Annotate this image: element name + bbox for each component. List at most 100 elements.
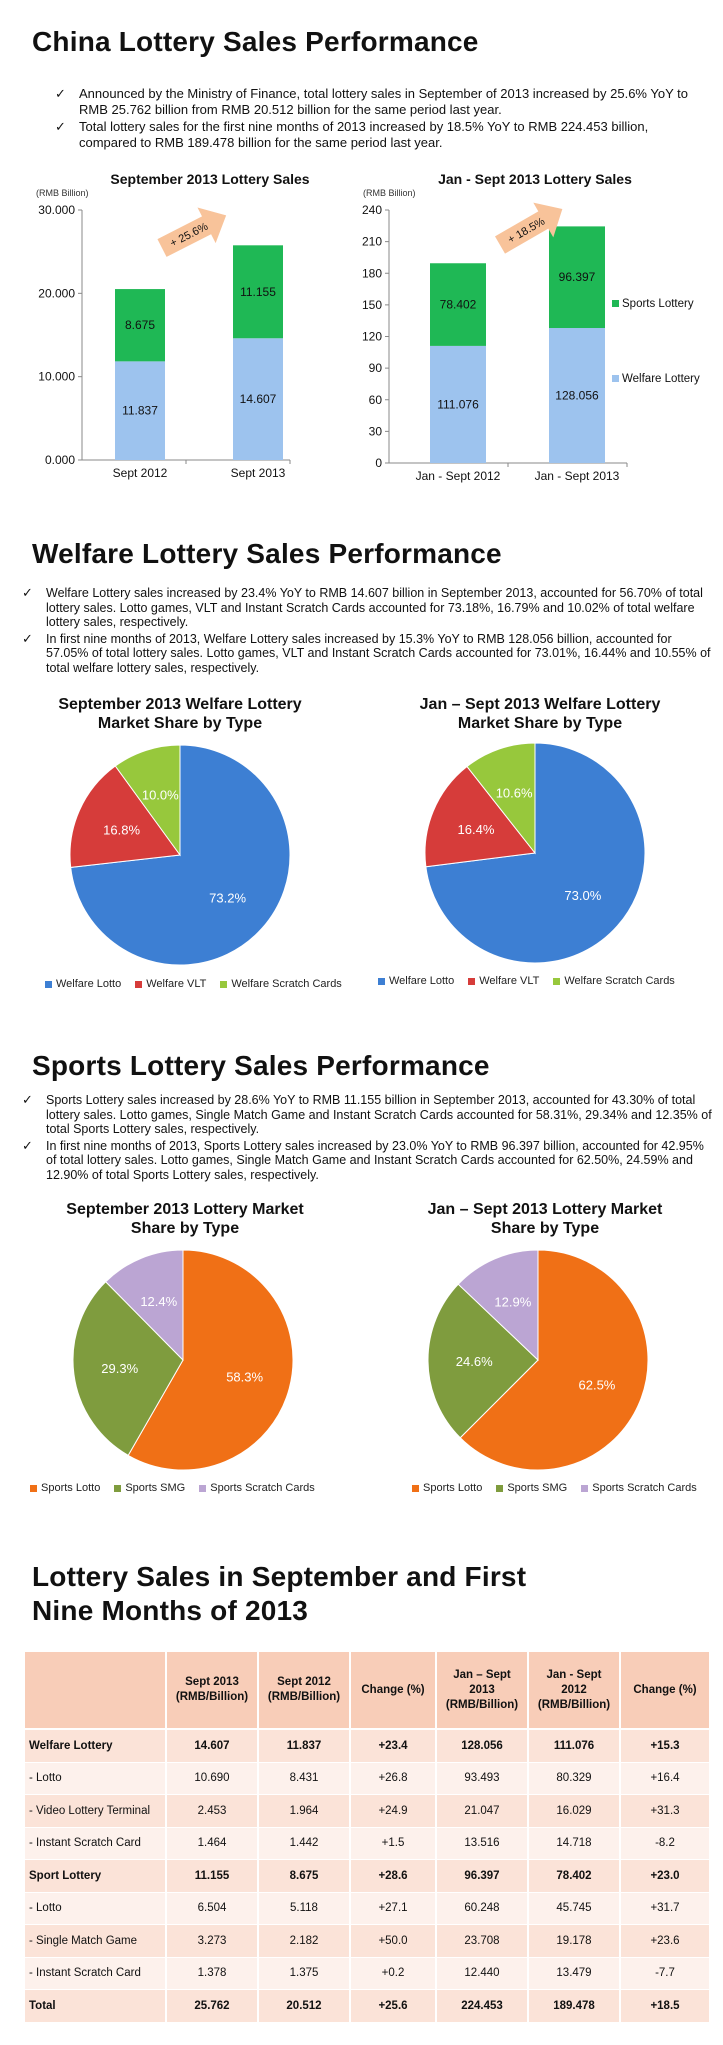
table-row-label: - Single Match Game	[25, 1925, 167, 1958]
bar-chart-sept-2013: (RMB Billion) 0.000 10.000 20.000 30.000 11.8…	[36, 188, 291, 480]
legend-swatch	[553, 977, 561, 985]
legend-item: Welfare Scratch Cards	[553, 975, 675, 987]
legend-item: Welfare Lotto	[45, 978, 121, 990]
table-row: Welfare Lottery 14.607 11.837 +23.4 128.056 1…	[25, 1730, 711, 1763]
table-cell: +18.5	[621, 1990, 711, 2023]
table-cell: -7.7	[621, 1957, 711, 1990]
table-cell: 111.076	[529, 1730, 621, 1763]
lottery-sales-table: Sept 2013 (RMB/Billion) Sept 2012 (RMB/Bi…	[25, 1652, 711, 2023]
x-tick-label: Jan - Sept 2012	[416, 469, 501, 483]
pie-slice	[459, 1249, 649, 1471]
pie-chart-3-title: September 2013 Lottery Market Share by T…	[45, 1200, 325, 1238]
pie-title-line: Jan – Sept 2013 Lottery Market	[427, 1201, 663, 1218]
bar-segment	[430, 345, 486, 463]
table-row: Total 25.762 20.512 +25.6 224.453 189.478 +18.…	[25, 1990, 711, 2023]
bar-segment	[233, 245, 283, 339]
legend-item: Welfare VLT	[468, 975, 539, 987]
bullet-item: ✓ Sports Lottery sales increased by 28.6%…	[22, 1092, 712, 1137]
bullet-text: Sports Lottery sales increased by 28.6% …	[46, 1093, 712, 1136]
legend-item: Welfare VLT	[135, 978, 206, 990]
pie-title-line: September 2013 Welfare Lottery	[58, 696, 302, 713]
table-cell: +23.4	[351, 1730, 437, 1763]
pie-slice	[427, 1283, 539, 1439]
table-header-cell: Change (%)	[351, 1652, 437, 1730]
table-row-label: - Lotto	[25, 1892, 167, 1925]
checkmark-icon: ✓	[55, 119, 66, 134]
table-row-label: Welfare Lottery	[25, 1730, 167, 1763]
table-cell: +23.6	[621, 1925, 711, 1958]
bullet-list-welfare: ✓ Welfare Lottery sales increased by 23.4…	[22, 585, 712, 677]
bar-segment	[549, 226, 605, 329]
table-row-label: Total	[25, 1990, 167, 2023]
table-cell: 8.675	[259, 1860, 351, 1893]
pie-slice	[72, 1281, 184, 1457]
table-header-cell: Jan - Sept 2012 (RMB/Billion)	[529, 1652, 621, 1730]
legend-label: Welfare Lotto	[389, 975, 455, 987]
table-row-label: Sport Lottery	[25, 1860, 167, 1893]
growth-arrow: + 18.5%	[495, 202, 563, 254]
table-cell: 60.248	[437, 1892, 529, 1925]
pie-slice	[424, 765, 536, 868]
bullet-list-sports: ✓ Sports Lottery sales increased by 28.6%…	[22, 1092, 712, 1184]
table-cell: +27.1	[351, 1892, 437, 1925]
table-cell: +25.6	[351, 1990, 437, 2023]
x-tick-label: Sept 2013	[231, 466, 286, 480]
checkmark-icon: ✓	[55, 86, 66, 101]
bar-data-label: 78.402	[440, 298, 477, 312]
table-row-label: - Lotto	[25, 1762, 167, 1795]
bullet-text: Total lottery sales for the first nine m…	[79, 119, 649, 150]
table-cell: 25.762	[167, 1990, 259, 2023]
bullet-text: Welfare Lottery sales increased by 23.4%…	[46, 586, 703, 629]
legend-label: Welfare Scratch Cards	[564, 975, 675, 987]
bar-chart-2-title: Jan - Sept 2013 Lottery Sales	[438, 171, 632, 187]
y-tick-label: 30	[369, 424, 383, 438]
table-row: - Instant Scratch Card 1.378 1.375 +0.2 12.4…	[25, 1957, 711, 1990]
table-cell: -8.2	[621, 1827, 711, 1860]
pie-data-label: 24.6%	[456, 1354, 493, 1369]
pie-title-line: Share by Type	[130, 1220, 240, 1237]
bar-data-label: 14.607	[240, 392, 277, 406]
table-cell: +0.2	[351, 1957, 437, 1990]
pie-data-label: 58.3%	[226, 1369, 263, 1384]
table-cell: +24.9	[351, 1795, 437, 1828]
table-cell: 1.378	[167, 1957, 259, 1990]
table-cell: 19.178	[529, 1925, 621, 1958]
legend-item: Welfare Lotto	[378, 975, 454, 987]
y-tick-label: 30.000	[38, 203, 75, 217]
legend-label: Welfare Lottery	[622, 373, 700, 385]
table-cell: 20.512	[259, 1990, 351, 2023]
pie-chart-welfare-sept: 73.2% 16.8% 10.0%	[69, 744, 291, 966]
pie-data-label: 12.4%	[140, 1294, 177, 1309]
table-row: - Single Match Game 3.273 2.182 +50.0 23.708…	[25, 1925, 711, 1958]
checkmark-icon: ✓	[22, 585, 33, 600]
table-header-cell: Sept 2012 (RMB/Billion)	[259, 1652, 351, 1730]
table-row-label: - Instant Scratch Card	[25, 1827, 167, 1860]
pie-title-line: September 2013 Lottery Market	[66, 1201, 304, 1218]
y-tick-label: 60	[369, 393, 383, 407]
bar-data-label: 96.397	[559, 270, 596, 284]
pie-slice	[69, 765, 181, 868]
pie-chart-4-title: Jan – Sept 2013 Lottery Market Share by …	[405, 1200, 685, 1238]
table-title-line: Lottery Sales in September and First	[32, 1561, 527, 1592]
legend-label: Sports Scratch Cards	[210, 1482, 315, 1494]
legend-item: Sports SMG	[114, 1482, 185, 1494]
y-tick-label: 120	[362, 330, 382, 344]
table-row-label: - Instant Scratch Card	[25, 1957, 167, 1990]
table-cell: 128.056	[437, 1730, 529, 1763]
legend-item: Sports Scratch Cards	[199, 1482, 315, 1494]
legend-swatch	[581, 1484, 589, 1492]
bar-segment	[115, 361, 165, 460]
legend-label: Welfare Lotto	[56, 978, 122, 990]
y-tick-label: 240	[362, 203, 382, 217]
table-header-cell: Change (%)	[621, 1652, 711, 1730]
table-cell: 14.607	[167, 1730, 259, 1763]
section-title-welfare: Welfare Lottery Sales Performance	[32, 538, 502, 569]
table-cell: 1.442	[259, 1827, 351, 1860]
bar-segment	[233, 338, 283, 460]
table-cell: 8.431	[259, 1762, 351, 1795]
legend-label: Sports Lottery	[622, 298, 694, 310]
table-header-cell: Jan – Sept 2013 (RMB/Billion)	[437, 1652, 529, 1730]
legend-item: Sports Scratch Cards	[581, 1482, 697, 1494]
checkmark-icon: ✓	[22, 1092, 33, 1107]
table-cell: 11.155	[167, 1860, 259, 1893]
